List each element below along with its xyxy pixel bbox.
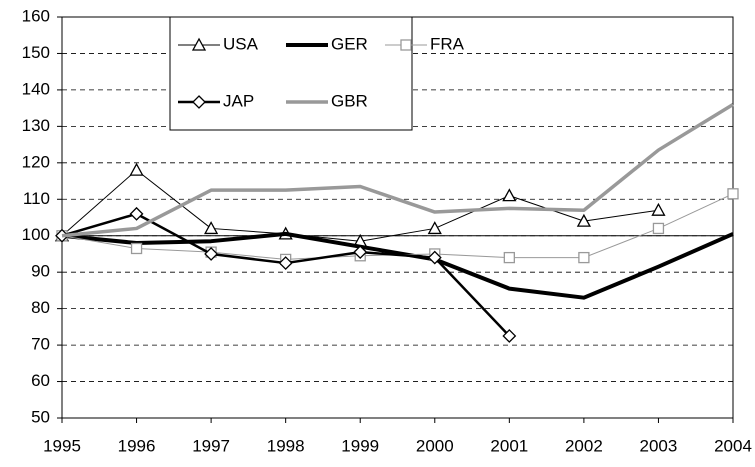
y-tick-label: 110 [23, 189, 50, 208]
marker [191, 37, 207, 51]
legend-label: USA [223, 34, 259, 53]
marker [427, 221, 442, 235]
marker [502, 188, 517, 202]
marker [129, 162, 144, 176]
y-tick-label: 120 [22, 152, 50, 171]
marker [576, 213, 591, 227]
x-tick-label: 2001 [490, 436, 528, 455]
marker [427, 250, 442, 265]
x-tick-label: 1995 [43, 436, 81, 455]
legend-label: GBR [331, 91, 368, 110]
marker [130, 242, 143, 255]
marker [129, 206, 144, 221]
marker [503, 251, 515, 264]
legend-label: GER [331, 34, 368, 53]
y-tick-label: 140 [22, 79, 50, 98]
marker [502, 329, 517, 343]
y-tick-label: 70 [31, 335, 50, 354]
marker [578, 251, 590, 264]
marker [204, 247, 219, 261]
x-tick-label: 1999 [341, 436, 379, 455]
x-tick-label: 1997 [192, 436, 230, 455]
marker [192, 95, 206, 109]
marker [652, 222, 665, 235]
y-tick-label: 60 [31, 371, 50, 390]
y-tick-label: 130 [22, 116, 50, 135]
marker [278, 256, 293, 270]
legend-label: JAP [223, 91, 254, 110]
x-tick-label: 2002 [565, 436, 603, 455]
y-tick-label: 150 [22, 43, 50, 62]
x-tick-label: 2004 [714, 436, 752, 455]
y-tick-label: 80 [31, 298, 50, 317]
marker [727, 188, 739, 200]
x-tick-label: 2003 [640, 436, 678, 455]
legend-box [169, 16, 413, 131]
marker [651, 202, 666, 216]
series-line [61, 102, 734, 238]
x-tick-label: 1998 [267, 436, 305, 455]
marker [204, 221, 219, 235]
x-tick-label: 2000 [416, 436, 454, 455]
x-tick-label: 1996 [118, 436, 156, 455]
y-tick-label: 50 [31, 407, 50, 426]
y-tick-label: 160 [22, 6, 50, 25]
y-tick-label: 100 [22, 225, 50, 244]
legend-label: FRA [430, 34, 465, 53]
marker [400, 39, 412, 51]
series-line [61, 231, 734, 300]
marker [353, 245, 368, 260]
y-tick-label: 90 [31, 262, 50, 281]
